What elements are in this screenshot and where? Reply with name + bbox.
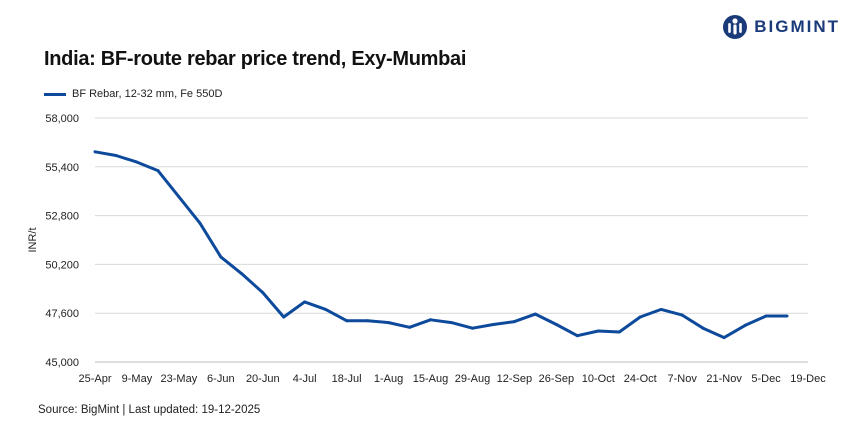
y-tick-label: 47,600 [45, 308, 79, 320]
data-point [345, 319, 349, 323]
data-point [408, 325, 412, 329]
x-tick-label: 6-Jun [207, 373, 235, 385]
data-point [324, 307, 328, 311]
data-point [93, 150, 97, 154]
chart-title: India: BF-route rebar price trend, Exy-M… [44, 48, 467, 70]
x-tick-label: 10-Oct [582, 373, 615, 385]
data-point [680, 313, 684, 317]
brand-name: BIGMINT [754, 17, 840, 36]
bigmint-logo-icon [723, 15, 748, 39]
legend-line-swatch [44, 92, 66, 96]
data-point [219, 255, 223, 259]
x-tick-label: 19-Dec [790, 373, 826, 385]
data-point [512, 320, 516, 324]
legend-label: BF Rebar, 12-32 mm, Fe 550D [72, 88, 223, 100]
brand-logo: BIGMINT [722, 14, 840, 40]
x-tick-label: 24-Oct [624, 373, 657, 385]
data-point [198, 221, 202, 225]
data-point [261, 291, 265, 295]
data-point [135, 160, 139, 164]
y-axis-label: INR/t [27, 227, 39, 252]
x-tick-label: 1-Aug [374, 373, 403, 385]
data-point [114, 154, 118, 158]
data-point [366, 319, 370, 323]
x-tick-label: 7-Nov [668, 373, 698, 385]
x-tick-label: 4-Jul [293, 373, 317, 385]
x-tick-label: 20-Jun [246, 373, 280, 385]
x-tick-label: 9-May [122, 373, 153, 385]
data-point [743, 323, 747, 327]
chart-legend: BF Rebar, 12-32 mm, Fe 550D [44, 88, 222, 100]
data-point [596, 329, 600, 333]
data-point [240, 272, 244, 276]
data-point [722, 336, 726, 340]
x-tick-label: 15-Aug [413, 373, 448, 385]
y-tick-label: 45,000 [45, 357, 79, 369]
data-point [617, 330, 621, 334]
data-point [554, 322, 558, 326]
data-point [470, 326, 474, 330]
data-point [659, 307, 663, 311]
data-point [701, 326, 705, 330]
y-tick-label: 55,400 [45, 162, 79, 174]
x-tick-label: 23-May [161, 373, 198, 385]
x-tick-label: 18-Jul [332, 373, 362, 385]
data-point [387, 321, 391, 325]
data-point [282, 315, 286, 319]
data-point [177, 195, 181, 199]
data-point [785, 314, 789, 318]
y-tick-label: 52,800 [45, 211, 79, 223]
y-tick-label: 50,200 [45, 259, 79, 271]
data-point [491, 322, 495, 326]
data-point [303, 300, 307, 304]
data-point [764, 314, 768, 318]
data-point [429, 318, 433, 322]
source-note: Source: BigMint | Last updated: 19-12-20… [38, 404, 261, 416]
y-tick-label: 58,000 [45, 113, 79, 125]
x-tick-label: 26-Sep [539, 373, 574, 385]
x-tick-label: 29-Aug [455, 373, 490, 385]
data-point [638, 315, 642, 319]
x-tick-label: 21-Nov [706, 373, 742, 385]
x-tick-label: 25-Apr [78, 373, 111, 385]
data-point [575, 334, 579, 338]
data-point [156, 169, 160, 173]
data-point [533, 312, 537, 316]
x-tick-label: 5-Dec [751, 373, 781, 385]
x-tick-label: 12-Sep [497, 373, 532, 385]
data-point [450, 321, 453, 325]
series-line-bf-rebar [94, 150, 787, 340]
